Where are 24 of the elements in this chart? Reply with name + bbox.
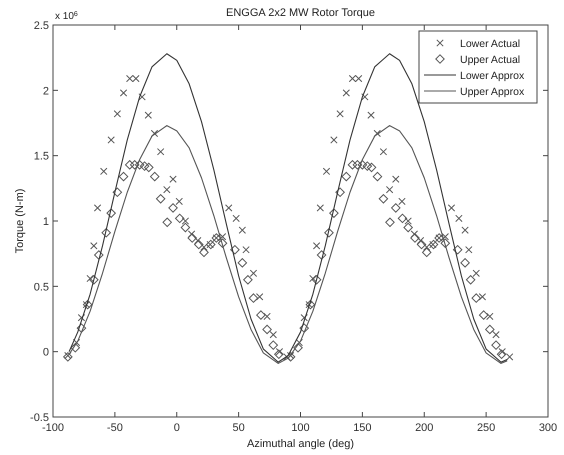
x-tick-label: 300 [538,422,558,434]
legend-label: Lower Approx [460,70,525,82]
x-tick-label: -50 [106,422,123,434]
y-tick-label: 2 [42,85,49,98]
x-axis-title: Azimuthal angle (deg) [246,438,354,450]
y-axis-title: Torque (N-m) [14,188,26,254]
x-tick-label: 50 [232,422,245,434]
legend-label: Upper Actual [460,54,520,66]
text: x 10$^{6}$ [55,10,78,22]
x-tick-label: -100 [42,422,64,434]
x-tick-label: 250 [476,422,496,434]
chart-title: ENGGA 2x2 MW Rotor Torque [226,7,375,19]
y-tick-label: 0.5 [34,281,49,294]
y-tick-label: -0.5 [30,412,49,424]
x-tick-label: 0 [174,422,180,434]
y-tick-label: 2.5 [34,20,49,32]
x-tick-label: 100 [291,422,310,434]
x-tick-label: 200 [415,422,434,434]
y-tick-label: 0 [42,346,49,359]
y-tick-label: 1.5 [34,150,49,163]
x-tick-label: 150 [353,422,372,434]
y-tick-label: 1 [42,216,49,228]
legend-label: Lower Actual [460,38,520,50]
legend-label: Upper Approx [460,86,525,98]
